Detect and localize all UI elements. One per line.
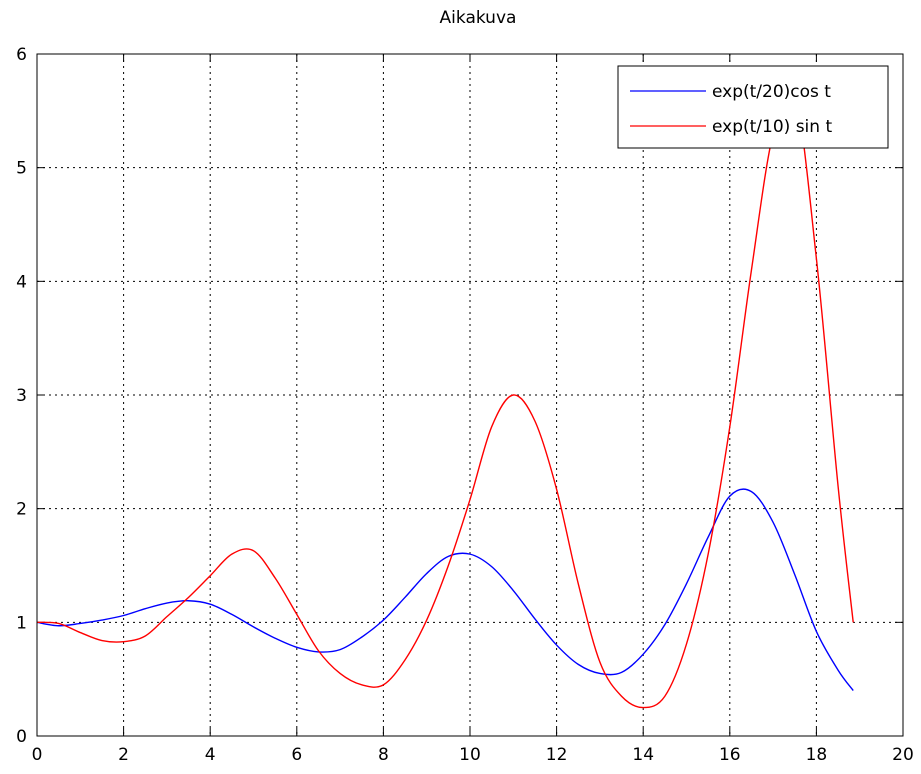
y-tick-label: 2 [16,500,27,520]
series-line-2 [36,86,854,709]
series-line-1 [36,488,854,691]
x-tick-label: 6 [291,745,302,765]
x-tick-label: 12 [546,745,568,765]
x-tick-label: 20 [892,745,914,765]
x-tick-label: 2 [118,745,129,765]
y-tick-label: 1 [16,613,27,633]
x-tick-label: 16 [719,745,741,765]
legend: exp(t/20)cos t exp(t/10) sin t [617,65,889,149]
chart-title: Aikakuva [440,8,517,28]
x-tick-label: 8 [378,745,389,765]
y-tick-label: 0 [16,727,27,747]
legend-box [617,65,889,149]
legend-label-series-1: exp(t/20)cos t [712,82,831,102]
series-layer [36,86,854,709]
grid-layer [37,54,903,736]
y-tick-label: 3 [16,386,27,406]
y-tick-label: 6 [16,45,27,65]
x-tick-label: 10 [459,745,481,765]
plot-area-border [36,53,904,737]
x-tick-label: 18 [806,745,828,765]
x-tick-label: 14 [632,745,654,765]
x-tick-label: 4 [205,745,216,765]
x-tick-label: 0 [32,745,43,765]
legend-label-series-2: exp(t/10) sin t [712,117,832,137]
y-tick-label: 4 [16,272,27,292]
y-tick-label: 5 [16,159,27,179]
